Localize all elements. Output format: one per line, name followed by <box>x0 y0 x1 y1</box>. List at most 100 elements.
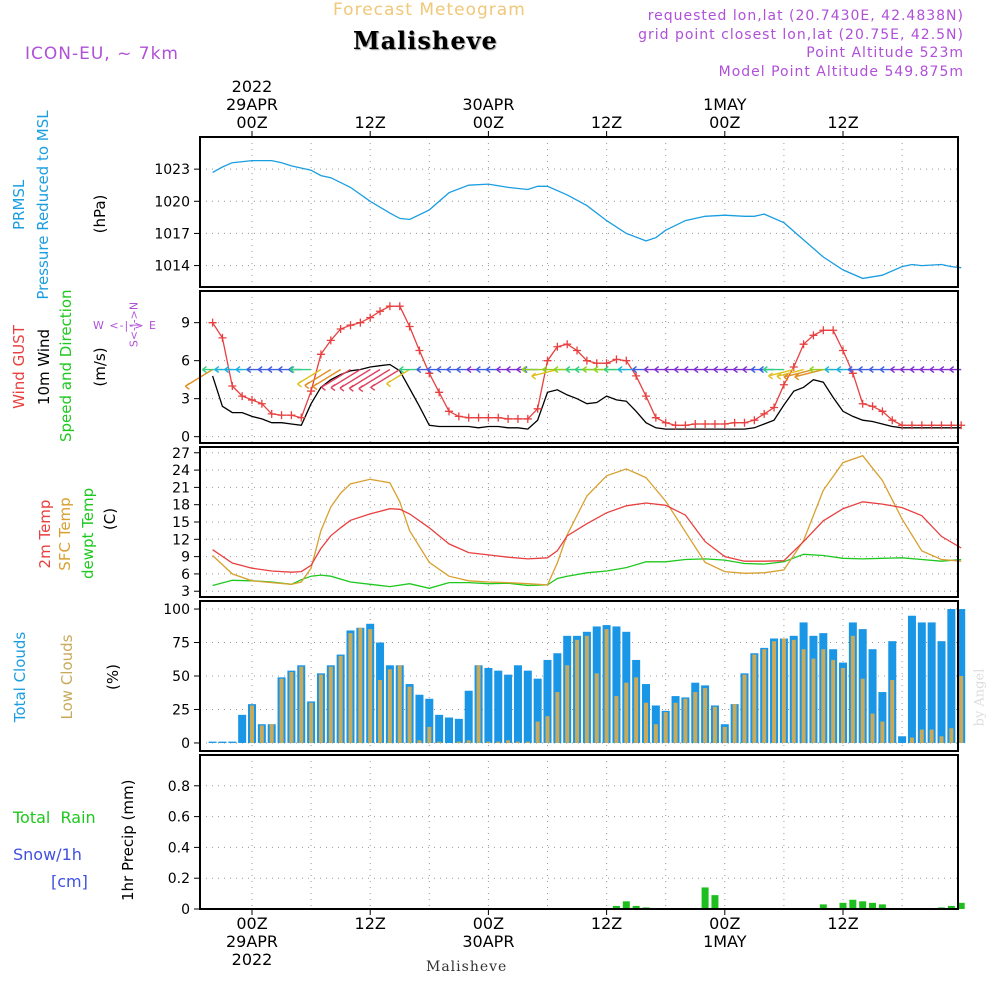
gust-point <box>573 346 582 355</box>
cloud-unit: (%) <box>104 664 122 690</box>
wind-arrow <box>929 365 942 374</box>
total-cloud-bar <box>917 622 926 743</box>
wind-arrow <box>713 365 725 374</box>
gust-point <box>809 331 818 340</box>
gust-point <box>248 395 256 404</box>
gust-point <box>710 420 719 428</box>
low-cloud-bar <box>575 639 580 743</box>
rain-bar <box>839 902 847 909</box>
ytick-label-pressure: 1023 <box>154 162 190 178</box>
gust-point <box>770 403 779 412</box>
low-cloud-bar <box>309 702 314 743</box>
low-cloud-bar <box>772 641 777 743</box>
gust-point <box>326 336 335 345</box>
gust-point <box>740 418 749 427</box>
wind-compass-ns: S<-|->N <box>127 301 141 348</box>
low-cloud-bar <box>584 635 589 743</box>
cloud-label-2: Low Clouds <box>58 634 76 720</box>
gust-point <box>366 313 375 322</box>
xtick-top-label: 00Z <box>709 113 740 132</box>
temp-label-1: 2m Temp <box>36 499 54 569</box>
wind-arrow <box>768 368 794 380</box>
xtick-bottom-label: 00Z <box>236 914 267 933</box>
low-cloud-bar <box>703 688 708 743</box>
wind-arrow <box>664 365 676 374</box>
ytick-label-pressure: 1014 <box>154 259 190 275</box>
gust-point <box>523 414 532 423</box>
ytick-label-wind: 9 <box>181 316 190 332</box>
xtick-bottom-label: 29APR <box>226 932 278 951</box>
low-cloud-bar <box>732 704 737 743</box>
gust-point <box>927 421 936 430</box>
low-cloud-bar <box>653 724 658 743</box>
wind-arrow <box>485 365 499 374</box>
gust-point <box>799 340 808 349</box>
gust-point <box>385 302 394 311</box>
gust-point <box>681 421 690 430</box>
wind-arrow <box>783 368 814 381</box>
gust-point <box>563 340 572 349</box>
ytick-label-wind: 0 <box>181 430 190 446</box>
total-cloud-bar <box>484 667 493 743</box>
model-altitude: Model Point Altitude 549.875m <box>718 64 964 80</box>
gust-point <box>691 420 700 428</box>
rain-bar <box>711 895 719 909</box>
wind-arrow <box>531 368 558 380</box>
ytick-label-temp: 27 <box>172 446 190 462</box>
total-cloud-bar <box>238 714 247 743</box>
low-cloud-bar <box>555 692 560 743</box>
xtick-bottom-label: 12Z <box>827 914 858 933</box>
gust-point <box>513 414 522 423</box>
low-cloud-bar <box>269 724 274 743</box>
low-cloud-bar <box>959 676 964 743</box>
ytick-label-precip: 0.6 <box>168 810 190 826</box>
wind-arrow <box>297 368 322 388</box>
gust-point <box>760 409 769 418</box>
xtick-top-label: 29APR <box>226 95 278 114</box>
xtick-bottom-label: 00Z <box>709 914 740 933</box>
gust-point <box>612 355 621 364</box>
pressure-label-2: Pressure Reduced to MSL <box>34 110 52 300</box>
gust-point <box>622 356 631 365</box>
low-cloud-bar <box>644 702 648 743</box>
gust-point <box>553 342 562 351</box>
wind-unit: (m/s) <box>91 347 109 387</box>
wind-arrow <box>312 368 342 391</box>
pressure-label-1: PRMSL <box>10 179 28 230</box>
gust-point <box>307 387 316 396</box>
low-cloud-bar <box>663 712 668 743</box>
low-cloud-bar <box>259 725 264 743</box>
ytick-label-clouds: 50 <box>172 669 190 685</box>
low-cloud-bar <box>299 666 304 743</box>
ytick-label-temp: 9 <box>181 550 190 566</box>
wind-arrow <box>794 368 824 381</box>
point-altitude: Point Altitude 523m <box>806 45 964 61</box>
gust-point <box>651 413 660 422</box>
low-cloud-bar <box>594 673 599 743</box>
wind-arrow <box>456 365 469 374</box>
wind-label-1: Wind GUST <box>10 325 28 409</box>
temp-label-2: SFC Temp <box>56 497 74 571</box>
total-cloud-bar <box>543 659 552 743</box>
wind-arrow <box>506 365 518 374</box>
rain-bar <box>849 899 857 909</box>
low-cloud-bar <box>348 633 353 743</box>
gust-point <box>346 321 355 330</box>
gust-point <box>888 416 897 425</box>
panels-layer <box>200 137 958 909</box>
low-cloud-bar <box>673 702 678 743</box>
total-cloud-bar <box>947 609 956 743</box>
wind-arrow <box>370 368 401 391</box>
ytick-label-wind: 3 <box>181 392 190 408</box>
gust-point <box>257 399 266 408</box>
panel-pressure <box>200 137 958 287</box>
low-cloud-bar <box>909 737 914 743</box>
sfctemp-line <box>212 454 962 586</box>
xtick-bottom-label: 1MAY <box>703 932 747 951</box>
frame-pressure <box>199 136 959 288</box>
gust-point <box>661 418 670 427</box>
rain-bar <box>859 901 867 909</box>
rain-bar <box>957 902 965 909</box>
gust-point <box>405 322 414 331</box>
gust-point <box>287 411 296 420</box>
